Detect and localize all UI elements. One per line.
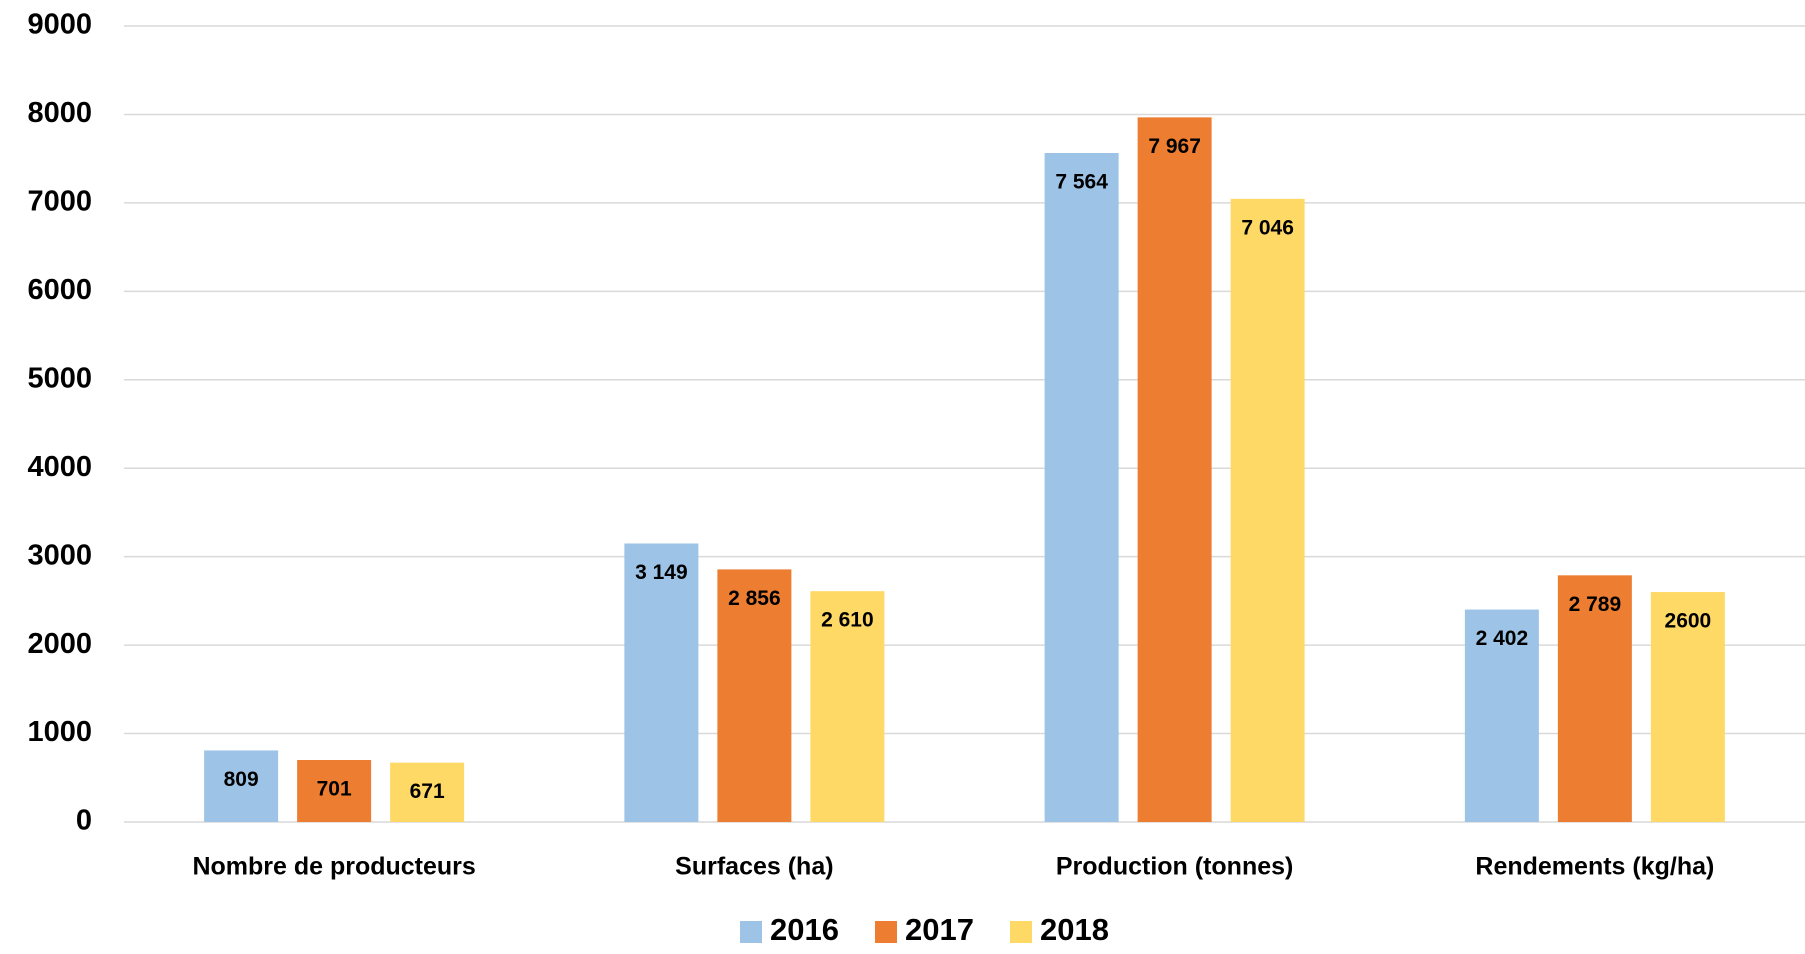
x-tick-label: Rendements (kg/ha) — [1475, 853, 1714, 881]
data-label: 3 149 — [635, 561, 688, 584]
bar — [204, 750, 279, 822]
data-label: 809 — [224, 768, 259, 791]
x-tick-label: Production (tonnes) — [1056, 853, 1293, 881]
x-tick-label: Nombre de producteurs — [192, 853, 475, 881]
bar — [717, 569, 792, 822]
data-label: 701 — [317, 778, 352, 801]
y-tick-label: 7000 — [27, 186, 92, 218]
y-tick-label: 4000 — [27, 451, 92, 483]
y-tick-label: 1000 — [27, 716, 92, 748]
data-label: 2 856 — [728, 587, 781, 610]
bar — [1557, 575, 1632, 822]
bar — [810, 591, 885, 822]
data-label: 7 046 — [1241, 216, 1294, 239]
data-label: 7 967 — [1148, 135, 1201, 158]
bar — [1650, 592, 1725, 822]
legend-swatch — [740, 921, 762, 943]
bar — [297, 760, 372, 822]
y-tick-label: 0 — [76, 805, 92, 837]
bar — [624, 543, 699, 822]
legend-label: 2017 — [905, 912, 974, 947]
data-label: 2 789 — [1569, 593, 1622, 616]
data-label: 671 — [410, 780, 445, 803]
bar — [1464, 609, 1539, 822]
bar — [390, 762, 465, 822]
legend-swatch — [875, 921, 897, 943]
bar — [1137, 117, 1212, 823]
bar — [1044, 153, 1119, 822]
y-tick-label: 6000 — [27, 274, 92, 306]
x-tick-label: Surfaces (ha) — [675, 853, 833, 881]
legend-swatch — [1010, 921, 1032, 943]
data-label: 2 610 — [821, 609, 874, 632]
y-tick-label: 5000 — [27, 362, 92, 394]
data-label: 2 402 — [1476, 627, 1529, 650]
y-tick-label: 3000 — [27, 539, 92, 571]
y-tick-label: 8000 — [27, 97, 92, 129]
data-label: 2600 — [1665, 610, 1712, 633]
legend-label: 2016 — [770, 912, 839, 947]
y-tick-label: 2000 — [27, 628, 92, 660]
bar — [1230, 198, 1305, 823]
legend-label: 2018 — [1040, 912, 1109, 947]
data-label: 7 564 — [1055, 171, 1108, 194]
y-tick-label: 9000 — [27, 9, 92, 41]
